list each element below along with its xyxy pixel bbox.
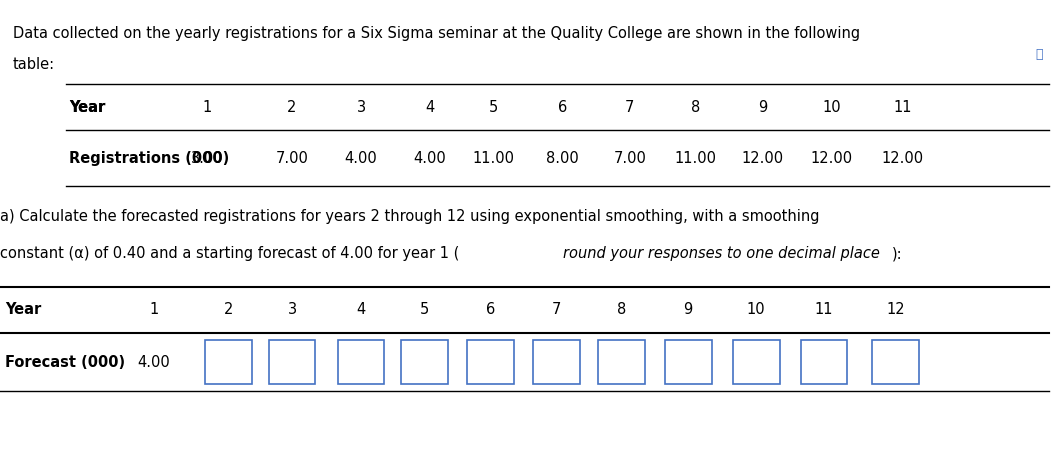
Text: 2: 2	[224, 302, 233, 317]
Text: 9: 9	[684, 302, 692, 317]
FancyBboxPatch shape	[467, 340, 514, 384]
Text: 7.00: 7.00	[614, 151, 646, 166]
FancyBboxPatch shape	[205, 340, 252, 384]
Text: 3.00: 3.00	[191, 151, 223, 166]
FancyBboxPatch shape	[269, 340, 315, 384]
FancyBboxPatch shape	[733, 340, 780, 384]
FancyBboxPatch shape	[401, 340, 448, 384]
Text: 6: 6	[486, 302, 495, 317]
Text: Year: Year	[69, 100, 105, 115]
Text: 10: 10	[747, 302, 766, 317]
Text: 12: 12	[886, 302, 905, 317]
FancyBboxPatch shape	[338, 340, 384, 384]
Text: 11: 11	[893, 100, 912, 115]
Text: 3: 3	[357, 100, 365, 115]
Text: 2: 2	[288, 100, 296, 115]
Text: 4.00: 4.00	[138, 355, 170, 370]
Text: 11.00: 11.00	[674, 151, 717, 166]
Text: 12.00: 12.00	[881, 151, 924, 166]
Text: constant (α) of 0.40 and a starting forecast of 4.00 for year 1 (: constant (α) of 0.40 and a starting fore…	[0, 247, 460, 261]
Text: 5: 5	[421, 302, 429, 317]
Text: 6: 6	[559, 100, 567, 115]
Text: 1: 1	[150, 302, 158, 317]
Text: 4.00: 4.00	[345, 151, 377, 166]
Text: a) Calculate the forecasted registrations for years 2 through 12 using exponenti: a) Calculate the forecasted registration…	[0, 209, 820, 224]
Text: 8: 8	[617, 302, 626, 317]
Text: Data collected on the yearly registrations for a Six Sigma seminar at the Qualit: Data collected on the yearly registratio…	[13, 26, 860, 41]
Text: table:: table:	[13, 57, 55, 72]
Text: 9: 9	[758, 100, 767, 115]
Text: Forecast (000): Forecast (000)	[5, 355, 125, 370]
Text: 3: 3	[288, 302, 296, 317]
Text: round your responses to one decimal place: round your responses to one decimal plac…	[563, 247, 879, 261]
Text: ⧉: ⧉	[1035, 48, 1043, 61]
Text: 1: 1	[203, 100, 211, 115]
Text: 7: 7	[552, 302, 561, 317]
Text: Year: Year	[69, 100, 105, 115]
Text: 11.00: 11.00	[473, 151, 515, 166]
Text: 11: 11	[815, 302, 834, 317]
FancyBboxPatch shape	[533, 340, 580, 384]
Text: 4.00: 4.00	[414, 151, 446, 166]
Text: 4: 4	[357, 302, 365, 317]
FancyBboxPatch shape	[801, 340, 847, 384]
Text: 12.00: 12.00	[810, 151, 853, 166]
Text: 8: 8	[691, 100, 700, 115]
FancyBboxPatch shape	[872, 340, 919, 384]
Text: ):: ):	[892, 247, 903, 261]
Text: 7: 7	[626, 100, 634, 115]
Text: 5: 5	[490, 100, 498, 115]
Text: 12.00: 12.00	[741, 151, 784, 166]
Text: Registrations (000): Registrations (000)	[69, 151, 229, 166]
Text: Year: Year	[5, 302, 41, 317]
Text: 8.00: 8.00	[547, 151, 579, 166]
Text: 4: 4	[426, 100, 434, 115]
Text: 10: 10	[822, 100, 841, 115]
FancyBboxPatch shape	[665, 340, 712, 384]
FancyBboxPatch shape	[598, 340, 645, 384]
Text: 7.00: 7.00	[276, 151, 308, 166]
